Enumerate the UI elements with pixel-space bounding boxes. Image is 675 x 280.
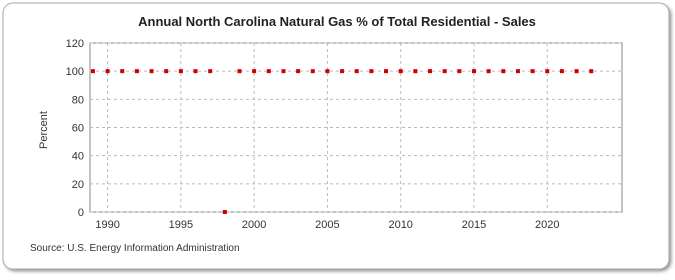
- point: [90, 69, 95, 74]
- point: [545, 69, 550, 74]
- point: [486, 69, 491, 74]
- point: [164, 69, 169, 74]
- point: [296, 69, 301, 74]
- point: [281, 69, 286, 74]
- x-tick-label: 2005: [315, 219, 339, 231]
- point: [501, 69, 506, 74]
- point: [105, 69, 110, 74]
- x-tick-label: 1995: [169, 219, 193, 231]
- point: [325, 69, 330, 74]
- y-tick-label: 120: [66, 38, 84, 50]
- point: [559, 69, 564, 74]
- y-tick-label: 40: [72, 151, 84, 163]
- point: [120, 69, 125, 74]
- y-tick-label: 20: [72, 179, 84, 191]
- x-tick-label: 2015: [462, 219, 486, 231]
- x-tick-label: 2020: [535, 219, 559, 231]
- point: [208, 69, 213, 74]
- point: [413, 69, 418, 74]
- point: [457, 69, 462, 74]
- point: [574, 69, 579, 74]
- point: [340, 69, 345, 74]
- x-tick-label: 2000: [242, 219, 266, 231]
- point: [515, 69, 520, 74]
- point: [266, 69, 271, 74]
- source: Source: U.S. Energy Information Administ…: [30, 243, 240, 254]
- point: [442, 69, 447, 74]
- y-tick-label: 60: [72, 123, 84, 135]
- y-tick-label: 0: [78, 207, 84, 219]
- point: [398, 69, 403, 74]
- y-tick-label: 80: [72, 94, 84, 106]
- y-axis-label: Percent: [38, 111, 50, 149]
- point: [134, 69, 139, 74]
- point: [310, 69, 315, 74]
- point: [589, 69, 594, 74]
- chart-title: Annual North Carolina Natural Gas % of T…: [138, 14, 536, 29]
- point: [369, 69, 374, 74]
- point: [178, 69, 183, 74]
- point: [471, 69, 476, 74]
- point: [428, 69, 433, 74]
- point: [384, 69, 389, 74]
- point: [252, 69, 257, 74]
- point: [530, 69, 535, 74]
- y-tick-label: 100: [66, 66, 84, 78]
- x-tick-label: 2010: [388, 219, 412, 231]
- x-tick-label: 1990: [95, 219, 119, 231]
- point: [193, 69, 198, 74]
- point: [237, 69, 242, 74]
- point: [149, 69, 154, 74]
- point: [222, 210, 227, 214]
- point: [354, 69, 359, 74]
